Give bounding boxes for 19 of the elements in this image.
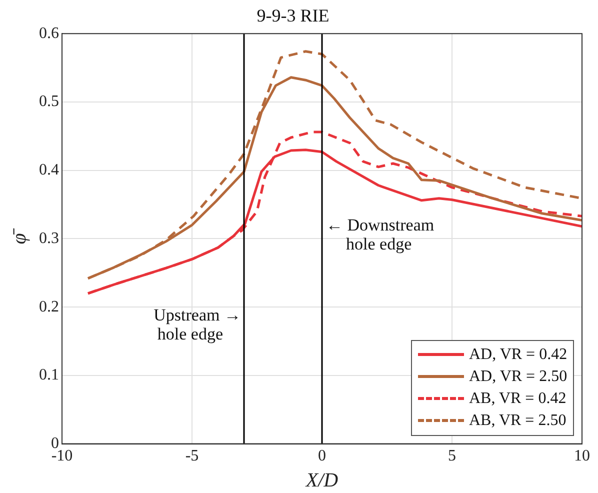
- legend-label: AD, VR = 2.50: [469, 368, 568, 386]
- chart-title: 9-9-3 RIE: [256, 6, 330, 26]
- legend-label: AB, VR = 0.42: [469, 390, 566, 408]
- legend-label: AD, VR = 0.42: [469, 346, 568, 364]
- y-tick-label: 0.3: [39, 230, 59, 247]
- y-axis-title: φ̄: [8, 228, 30, 244]
- y-tick-label: 0.4: [39, 162, 59, 179]
- x-tick-label: -5: [185, 448, 199, 465]
- ref-line-label: Upstream → hole edge: [154, 306, 241, 344]
- legend-label: AB, VR = 2.50: [469, 412, 566, 430]
- ref-line-label: ← Downstream hole edge: [326, 215, 434, 254]
- y-tick-label: 0.2: [39, 298, 59, 316]
- y-tick-label: 0.1: [39, 366, 59, 384]
- x-tick-label: 0: [318, 448, 326, 465]
- x-tick-label: 5: [448, 448, 456, 465]
- y-tick-label: 0.5: [39, 93, 59, 110]
- y-tick-label: 0.6: [39, 24, 59, 42]
- x-axis-title: X/D: [304, 469, 339, 492]
- x-tick-label: 10: [574, 448, 590, 465]
